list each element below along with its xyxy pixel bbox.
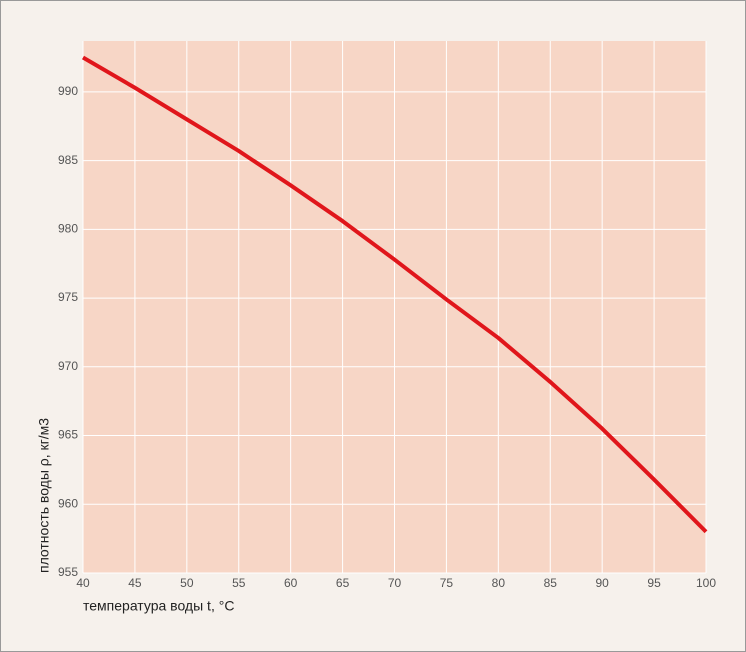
x-axis-title: температура воды t, °C xyxy=(83,598,234,614)
x-tick-label: 65 xyxy=(336,576,350,590)
y-tick-label: 990 xyxy=(58,84,78,98)
x-tick-label: 80 xyxy=(492,576,506,590)
y-tick-label: 970 xyxy=(58,359,78,373)
x-tick-label: 60 xyxy=(284,576,298,590)
y-tick-label: 975 xyxy=(58,290,78,304)
x-tick-label: 75 xyxy=(440,576,454,590)
y-tick-label: 955 xyxy=(58,565,78,579)
y-tick-label: 965 xyxy=(58,428,78,442)
x-tick-label: 100 xyxy=(696,576,716,590)
y-tick-label: 980 xyxy=(58,222,78,236)
x-tick-label: 45 xyxy=(128,576,142,590)
x-tick-label: 50 xyxy=(180,576,194,590)
y-axis-title: плотность воды ρ, кг/м3 xyxy=(36,418,52,573)
x-tick-label: 85 xyxy=(544,576,558,590)
y-tick-label: 960 xyxy=(58,496,78,510)
x-tick-label: 70 xyxy=(388,576,402,590)
x-tick-label: 95 xyxy=(647,576,661,590)
x-tick-label: 90 xyxy=(595,576,609,590)
y-tick-label: 985 xyxy=(58,153,78,167)
data-line xyxy=(81,55,708,534)
x-tick-label: 40 xyxy=(76,576,90,590)
x-tick-label: 55 xyxy=(232,576,246,590)
